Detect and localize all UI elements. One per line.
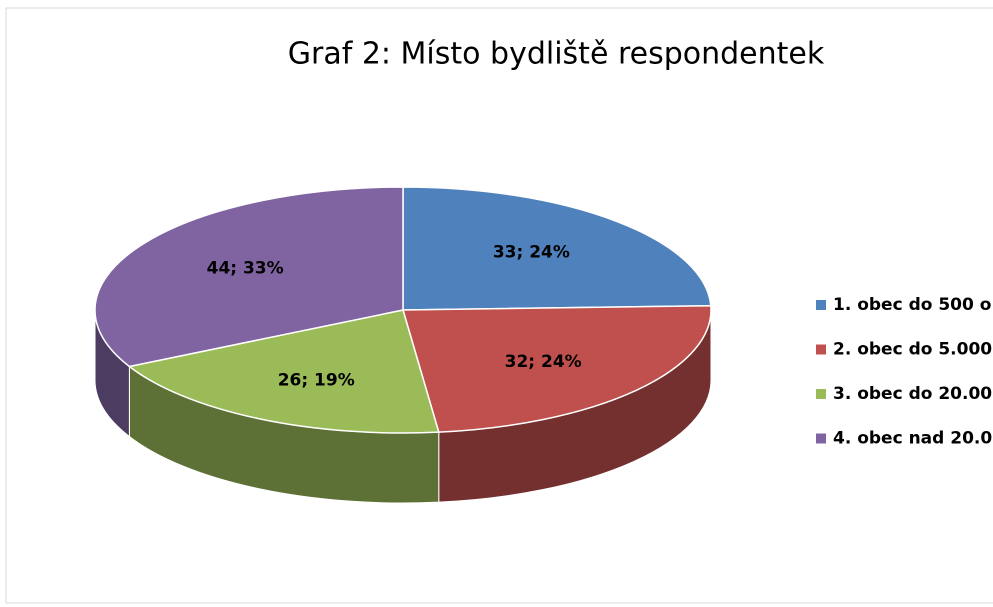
data-label: 26; 19% [278, 371, 355, 391]
chart-title: Graf 2: Místo bydliště respondentek [288, 37, 825, 72]
legend-swatch [816, 300, 826, 310]
legend-label: 2. obec do 5.000 [833, 340, 992, 360]
legend-swatch [816, 344, 826, 355]
legend-swatch [816, 389, 826, 399]
legend-label: 4. obec nad 20.0 [833, 429, 992, 449]
slice [127, 309, 440, 434]
legend-swatch [816, 433, 826, 444]
data-label: 32; 24% [505, 352, 582, 372]
slice [94, 186, 404, 368]
slice [402, 304, 712, 433]
data-label: 33; 24% [493, 242, 570, 262]
legend-label: 3. obec do 20.00 [833, 384, 992, 404]
legend-label: 1. obec do 500 o [833, 295, 991, 315]
slice [402, 186, 712, 311]
data-label: 44; 33% [207, 258, 284, 278]
